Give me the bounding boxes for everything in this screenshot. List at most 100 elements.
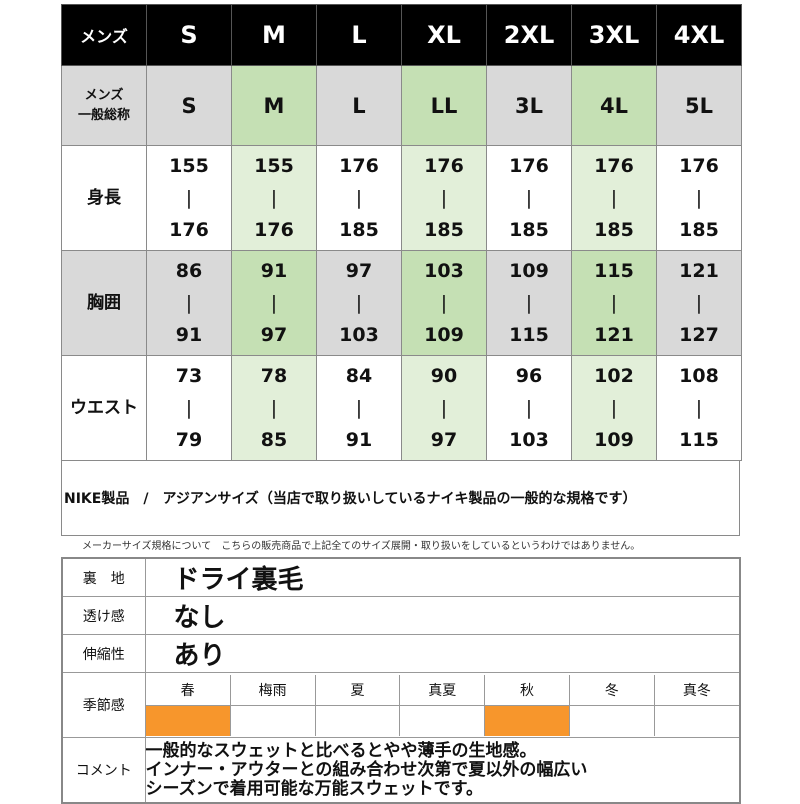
fabric-properties-table: 裏 地 ドライ裏毛 透け感 なし 伸縮性 あり 季節感 春梅雨夏真夏秋冬真冬 コ… (61, 557, 741, 804)
range-min: 84 (345, 365, 373, 387)
measurement-range-cell: 108 | 115 (656, 355, 742, 461)
waist-row: ウエスト 73 | 79 78 | 85 84 | 91 90 | 97 96 | 103 102 | 109 108… (61, 355, 742, 461)
range-separator: | (185, 292, 193, 314)
measurement-range-cell: 155 | 176 (231, 145, 317, 251)
sheer-label: 透け感 (61, 596, 146, 635)
range-max: 176 (254, 219, 294, 241)
season-indicator (653, 704, 739, 736)
range-min: 115 (594, 260, 634, 282)
range-max: 185 (339, 219, 379, 241)
stretch-value: あり (144, 634, 741, 673)
season-name: 梅雨 (229, 674, 316, 706)
season-row: 季節感 春梅雨夏真夏秋冬真冬 (61, 672, 741, 738)
stretch-row: 伸縮性 あり (61, 634, 741, 673)
range-max: 185 (424, 219, 464, 241)
range-max: 97 (430, 429, 458, 451)
range-min: 176 (679, 155, 719, 177)
range-max: 91 (175, 324, 203, 346)
season-name: 真夏 (399, 674, 486, 706)
measurement-range-cell: 176 | 185 (401, 145, 487, 251)
season-indicator (229, 704, 316, 736)
range-separator: | (610, 292, 618, 314)
season-indicator-row (145, 704, 739, 736)
range-min: 96 (515, 365, 543, 387)
season-label: 季節感 (61, 672, 146, 738)
range-min: 176 (424, 155, 464, 177)
measurement-range-cell: 86 | 91 (146, 250, 232, 356)
range-min: 86 (175, 260, 203, 282)
range-max: 185 (679, 219, 719, 241)
size-alias-label: メンズ 一般総称 (61, 65, 147, 146)
lining-row: 裏 地 ドライ裏毛 (61, 557, 741, 597)
range-min: 102 (594, 365, 634, 387)
range-separator: | (610, 397, 618, 419)
size-header-cell: S (146, 4, 232, 66)
range-separator: | (355, 292, 363, 314)
range-max: 115 (679, 429, 719, 451)
season-indicator (484, 704, 570, 736)
measurement-range-cell: 115 | 121 (571, 250, 657, 356)
season-indicator (399, 704, 486, 736)
season-name: 冬 (568, 674, 655, 706)
size-chart-table: メンズ S M L XL 2XL 3XL 4XL メンズ 一般総称 S M L … (61, 4, 742, 461)
range-min: 121 (679, 260, 719, 282)
season-indicator (145, 704, 231, 736)
note-box: NIKE製品 / アジアンサイズ（当店で取り扱いしているナイキ製品の一般的な規格… (61, 461, 740, 536)
range-max: 127 (679, 324, 719, 346)
season-names-row: 春梅雨夏真夏秋冬真冬 (145, 674, 739, 706)
range-min: 108 (679, 365, 719, 387)
range-separator: | (185, 397, 193, 419)
size-header-row: メンズ S M L XL 2XL 3XL 4XL (61, 4, 742, 66)
measurement-label: 胸囲 (61, 250, 147, 356)
size-alias-row: メンズ 一般総称 S M L LL 3L 4L 5L (61, 65, 742, 146)
range-min: 97 (345, 260, 373, 282)
range-separator: | (440, 397, 448, 419)
season-indicator (568, 704, 655, 736)
range-min: 155 (254, 155, 294, 177)
season-name: 真冬 (653, 674, 739, 706)
lining-label: 裏 地 (61, 557, 146, 597)
range-min: 176 (509, 155, 549, 177)
range-separator: | (525, 397, 533, 419)
size-header-cell: M (231, 4, 317, 66)
measurement-range-cell: 91 | 97 (231, 250, 317, 356)
measurement-range-cell: 121 | 127 (656, 250, 742, 356)
size-alias-cell: S (146, 65, 232, 146)
range-separator: | (270, 292, 278, 314)
comment-text: 一般的なスウェットと比べるとやや薄手の生地感。 インナー・アウターとの組み合わせ… (144, 737, 741, 804)
range-max: 115 (509, 324, 549, 346)
range-min: 78 (260, 365, 288, 387)
range-min: 176 (339, 155, 379, 177)
measurement-range-cell: 176 | 185 (316, 145, 402, 251)
size-alias-cell: LL (401, 65, 487, 146)
season-name: 春 (145, 674, 231, 706)
range-min: 176 (594, 155, 634, 177)
range-min: 103 (424, 260, 464, 282)
lining-value: ドライ裏毛 (144, 557, 741, 597)
range-separator: | (270, 187, 278, 209)
range-min: 155 (169, 155, 209, 177)
range-separator: | (270, 397, 278, 419)
range-separator: | (355, 187, 363, 209)
range-max: 103 (509, 429, 549, 451)
season-name: 夏 (314, 674, 401, 706)
size-alias-cell: 3L (486, 65, 572, 146)
chest-row: 胸囲 86 | 91 91 | 97 97 | 103 103 | 109 109 | 115 115 | 121 1… (61, 250, 742, 356)
comment-row: コメント 一般的なスウェットと比べるとやや薄手の生地感。 インナー・アウターとの… (61, 737, 741, 804)
range-min: 109 (509, 260, 549, 282)
size-header-cell: XL (401, 4, 487, 66)
range-separator: | (440, 292, 448, 314)
range-max: 79 (175, 429, 203, 451)
measurement-range-cell: 109 | 115 (486, 250, 572, 356)
size-alias-cell: L (316, 65, 402, 146)
season-name: 秋 (484, 674, 570, 706)
range-max: 97 (260, 324, 288, 346)
measurement-range-cell: 176 | 185 (571, 145, 657, 251)
height-row: 身長 155 | 176 155 | 176 176 | 185 176 | 185 176 | 185 176… (61, 145, 742, 251)
range-separator: | (355, 397, 363, 419)
range-max: 103 (339, 324, 379, 346)
season-grid: 春梅雨夏真夏秋冬真冬 (145, 674, 739, 736)
range-max: 109 (594, 429, 634, 451)
range-max: 121 (594, 324, 634, 346)
measurement-range-cell: 176 | 185 (486, 145, 572, 251)
